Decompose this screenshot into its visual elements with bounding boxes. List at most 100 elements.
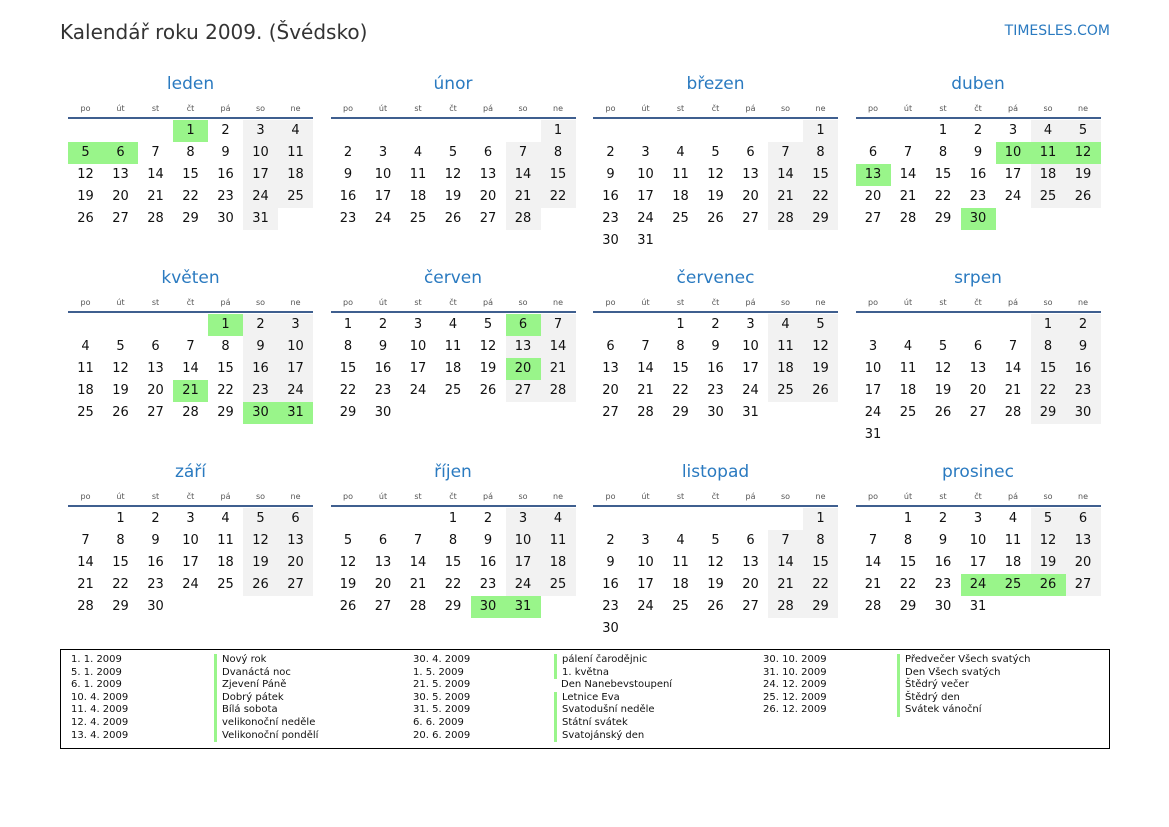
day-cell: 23 xyxy=(374,383,392,398)
day-cell: 26 xyxy=(803,380,838,402)
day-cell: 3 xyxy=(868,339,878,354)
day-cell: 17 xyxy=(864,383,882,398)
day-cell: 31 xyxy=(864,427,882,442)
day-cell: 12 xyxy=(1030,530,1066,552)
day-cell: 12 xyxy=(707,167,724,182)
day-cell: 22 xyxy=(803,574,838,596)
day-cell: 9 xyxy=(711,339,720,354)
holiday-date: 30. 4. 2009 xyxy=(413,654,471,665)
header-rule xyxy=(855,117,1101,119)
day-cell: 7 xyxy=(1008,339,1018,354)
day-cell: 25 xyxy=(540,574,576,596)
day-cell: 10 xyxy=(505,530,541,552)
day-cell: 24 xyxy=(637,599,654,614)
day-cell: 1 xyxy=(938,123,948,138)
weekday-label: st xyxy=(676,492,685,501)
day-cell: 30 xyxy=(602,233,619,248)
day-cell: 25 xyxy=(409,211,427,226)
day-cell: 25 xyxy=(1030,186,1066,208)
day-cell: 27 xyxy=(742,599,759,614)
day-cell: 24 xyxy=(637,211,654,226)
day-cell: 8 xyxy=(540,142,576,164)
day-cell: 31 xyxy=(278,402,313,424)
header-rule xyxy=(68,311,313,313)
day-cell: 19 xyxy=(77,189,94,204)
day-cell: 24 xyxy=(374,211,392,226)
day-cell: 19 xyxy=(243,552,278,574)
day-cell: 29 xyxy=(803,596,838,618)
day-cell: 6 xyxy=(378,533,388,548)
day-cell: 10 xyxy=(637,555,654,570)
day-cell: 30 xyxy=(1065,402,1101,424)
weekday-label: čt xyxy=(449,298,457,307)
day-cell: 6 xyxy=(746,533,755,548)
weekday-label: út xyxy=(641,104,650,113)
weekday-label: čt xyxy=(449,492,457,501)
day-cell: 25 xyxy=(768,380,803,402)
day-cell: 8 xyxy=(903,533,913,548)
day-cell: 29 xyxy=(899,599,917,614)
day-cell: 14 xyxy=(540,336,576,358)
day-cell: 1 xyxy=(208,314,243,336)
weekday-label: po xyxy=(605,104,616,113)
weekday-label: ne xyxy=(290,298,301,307)
day-cell: 11 xyxy=(409,167,427,182)
day-cell: 14 xyxy=(409,555,427,570)
day-cell: 13 xyxy=(855,164,891,186)
day-cell: 23 xyxy=(707,383,724,398)
month-name: srpen xyxy=(954,268,1002,288)
day-cell: 2 xyxy=(1065,314,1101,336)
day-cell: 25 xyxy=(217,577,234,592)
weekday-label: út xyxy=(378,104,388,113)
day-cell: 15 xyxy=(1030,358,1066,380)
day-cell: 5 xyxy=(116,339,125,354)
day-cell: 16 xyxy=(707,361,724,376)
day-cell: 27 xyxy=(1065,574,1101,596)
day-cell: 28 xyxy=(182,405,199,420)
day-cell: 21 xyxy=(173,380,208,402)
day-cell: 19 xyxy=(339,577,357,592)
day-cell: 31 xyxy=(243,208,278,230)
month-name: duben xyxy=(951,74,1005,94)
day-cell: 23 xyxy=(602,599,619,614)
day-cell: 12 xyxy=(339,555,357,570)
day-cell: 29 xyxy=(934,211,952,226)
page-title: Kalendář roku 2009. (Švédsko) xyxy=(60,20,368,44)
holiday-date: 6. 6. 2009 xyxy=(413,717,464,728)
day-cell: 18 xyxy=(444,361,462,376)
holiday-legend: 1. 1. 2009 Nový rok 5. 1. 2009 Dvanáctá noc… xyxy=(60,649,1110,749)
holiday-name: Předvečer Všech svatých xyxy=(897,654,1030,667)
day-cell: 8 xyxy=(676,339,685,354)
day-cell: 3 xyxy=(973,511,983,526)
brand-link[interactable]: TIMESLES.COM xyxy=(1004,23,1110,39)
day-cell: 8 xyxy=(343,339,353,354)
day-cell: 1 xyxy=(116,511,125,526)
day-cell: 6 xyxy=(483,145,493,160)
day-cell: 30 xyxy=(374,405,392,420)
weekday-label: st xyxy=(414,298,422,307)
day-cell: 7 xyxy=(768,530,803,552)
day-cell: 10 xyxy=(409,339,427,354)
holiday-date: 26. 12. 2009 xyxy=(763,704,827,716)
holiday-name: Letnice Eva xyxy=(554,691,620,705)
weekday-label: st xyxy=(414,104,422,113)
day-cell: 14 xyxy=(147,167,164,182)
weekday-label: so xyxy=(518,104,528,113)
day-cell: 13 xyxy=(147,361,164,376)
day-cell: 9 xyxy=(378,339,388,354)
day-cell: 5 xyxy=(343,533,353,548)
day-cell: 17 xyxy=(1004,167,1022,182)
day-cell: 26 xyxy=(444,211,462,226)
day-cell: 3 xyxy=(186,511,195,526)
day-cell: 31 xyxy=(742,405,759,420)
day-cell: 16 xyxy=(1065,358,1101,380)
day-cell: 9 xyxy=(243,336,278,358)
weekday-label: čt xyxy=(186,492,195,501)
day-cell: 19 xyxy=(112,383,129,398)
holiday-date: 12. 4. 2009 xyxy=(71,717,129,728)
weekday-label: ne xyxy=(815,104,826,113)
holiday-date: 31. 5. 2009 xyxy=(413,704,471,716)
day-cell: 7 xyxy=(505,142,541,164)
day-cell: 10 xyxy=(637,167,654,182)
day-cell: 13 xyxy=(374,555,392,570)
